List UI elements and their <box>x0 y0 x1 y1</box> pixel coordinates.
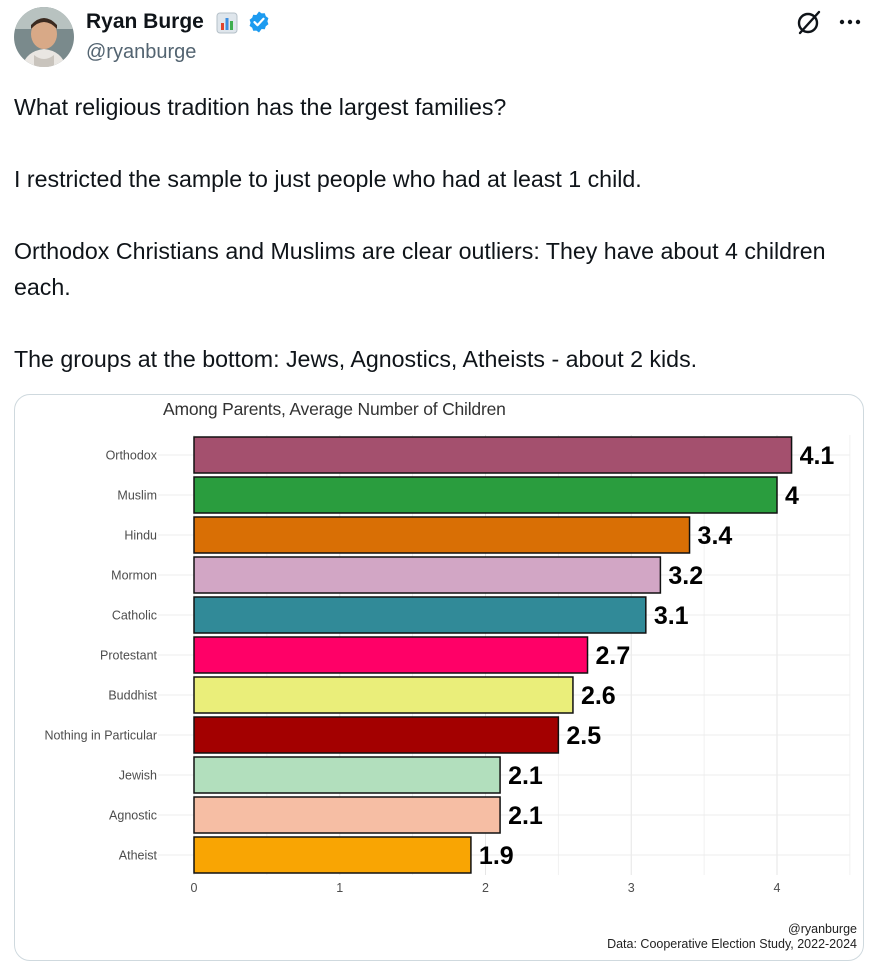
category-label: Mormon <box>111 569 157 583</box>
bar-chart-emoji-icon <box>216 12 238 34</box>
tweet-paragraph: What religious tradition has the largest… <box>14 94 507 120</box>
category-label: Agnostic <box>109 809 157 823</box>
x-tick-label: 1 <box>336 881 343 895</box>
value-label: 2.7 <box>596 642 631 670</box>
bar <box>193 556 662 594</box>
category-label: Buddhist <box>108 689 157 703</box>
x-tick-label: 0 <box>191 881 198 895</box>
category-label: Muslim <box>117 489 157 503</box>
category-label: Jewish <box>119 769 157 783</box>
chart-image[interactable]: Among Parents, Average Number of Childre… <box>14 394 864 961</box>
value-label: 3.2 <box>668 562 703 590</box>
bar <box>193 636 589 674</box>
more-options-icon[interactable] <box>836 8 866 36</box>
bar <box>193 716 560 754</box>
value-label: 3.1 <box>654 602 689 630</box>
verified-badge-icon[interactable] <box>247 10 271 34</box>
bar <box>193 476 778 514</box>
category-label: Protestant <box>100 649 158 663</box>
x-tick-label: 4 <box>774 881 781 895</box>
bar <box>193 796 501 834</box>
avatar-image <box>14 7 74 67</box>
value-label: 3.4 <box>698 522 733 550</box>
bar <box>193 836 472 874</box>
category-label: Orthodox <box>106 449 158 463</box>
value-label: 1.9 <box>479 842 514 870</box>
value-label: 4.1 <box>800 442 835 470</box>
grok-icon[interactable] <box>794 7 824 37</box>
bar <box>193 516 691 554</box>
category-label: Catholic <box>112 609 157 623</box>
tweet-paragraph: The groups at the bottom: Jews, Agnostic… <box>14 346 698 372</box>
author-name[interactable]: Ryan Burge <box>86 10 204 33</box>
avatar[interactable] <box>14 7 74 67</box>
x-tick-label: 2 <box>482 881 489 895</box>
tweet-paragraph: Orthodox Christians and Muslims are clea… <box>14 238 826 300</box>
chart-credit-handle: @ryanburge <box>788 922 857 936</box>
value-label: 2.1 <box>508 802 543 830</box>
x-tick-label: 3 <box>628 881 635 895</box>
tweet-paragraph: I restricted the sample to just people w… <box>14 166 642 192</box>
category-label: Nothing in Particular <box>44 729 157 743</box>
bar <box>193 436 793 474</box>
category-label: Atheist <box>119 849 158 863</box>
bar <box>193 756 501 794</box>
bar <box>193 676 574 714</box>
value-label: 4 <box>785 482 799 510</box>
value-label: 2.6 <box>581 682 616 710</box>
chart-source: Data: Cooperative Election Study, 2022-2… <box>607 937 857 951</box>
author-handle[interactable]: @ryanburge <box>86 41 197 63</box>
value-label: 2.5 <box>566 722 601 750</box>
bar <box>193 596 647 634</box>
category-label: Hindu <box>124 529 157 543</box>
bar-chart: Orthodox 4.1 Muslim 4 Hindu 3.4 Mormon 3.2 Catho… <box>44 435 851 895</box>
value-label: 2.1 <box>508 762 543 790</box>
chart-title: Among Parents, Average Number of Childre… <box>163 399 506 419</box>
